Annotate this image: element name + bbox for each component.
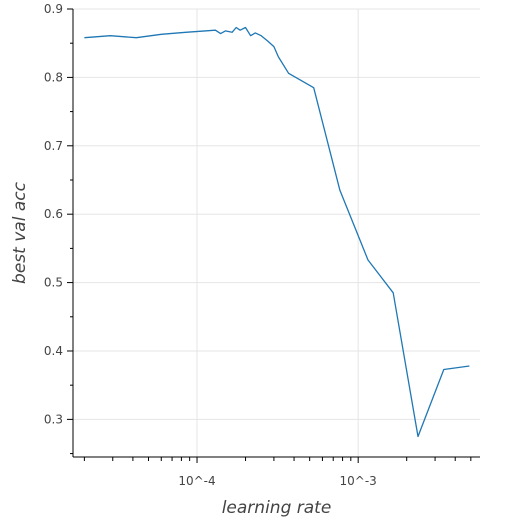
x-axis-title: learning rate xyxy=(222,498,332,518)
y-tick-label: 0.8 xyxy=(44,70,63,84)
y-tick-label: 0.3 xyxy=(44,412,63,426)
y-axis-title: best val acc xyxy=(10,181,30,284)
y-tick-label: 0.4 xyxy=(44,344,63,358)
y-gridlines xyxy=(73,8,480,420)
y-tick-label: 0.5 xyxy=(44,276,63,290)
y-tick-label: 0.7 xyxy=(44,139,63,153)
x-gridlines xyxy=(196,9,359,457)
y-tick-label: 0.6 xyxy=(44,207,63,221)
y-axis-ticks: 0.3 0.4 0.5 0.6 0.7 0.8 0.9 xyxy=(44,2,73,455)
series-line xyxy=(84,26,470,438)
x-tick-label: 10^-3 xyxy=(340,474,377,488)
y-tick-label: 0.9 xyxy=(44,2,63,16)
x-axis-ticks: 10^-4 10^-3 xyxy=(83,457,472,488)
x-tick-label: 10^-4 xyxy=(178,474,215,488)
